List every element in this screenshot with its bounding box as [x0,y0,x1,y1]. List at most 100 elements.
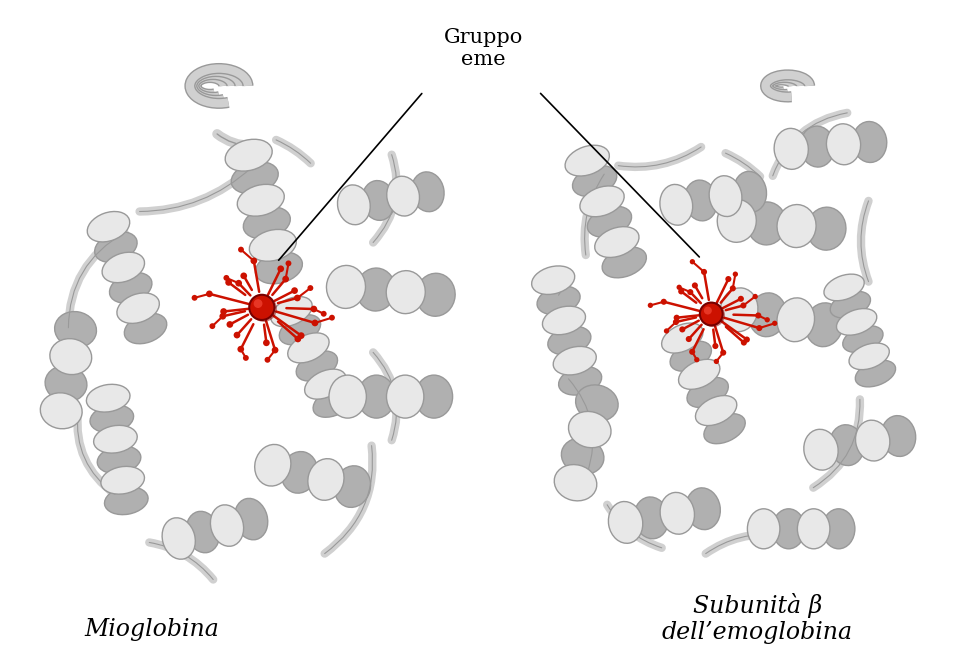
Ellipse shape [804,429,838,470]
Circle shape [712,343,718,349]
Circle shape [648,303,653,308]
Ellipse shape [559,367,602,395]
Ellipse shape [326,266,365,309]
Circle shape [282,276,289,282]
Ellipse shape [562,438,604,475]
Ellipse shape [98,446,141,474]
Circle shape [741,340,746,346]
Ellipse shape [387,375,424,418]
Ellipse shape [748,293,786,336]
Circle shape [660,299,667,305]
Circle shape [308,285,314,291]
Ellipse shape [587,206,631,237]
Circle shape [720,350,726,356]
Circle shape [234,332,240,338]
Ellipse shape [334,466,370,508]
Ellipse shape [416,273,455,316]
Ellipse shape [575,385,618,421]
Circle shape [329,315,335,321]
Ellipse shape [87,212,130,242]
Ellipse shape [823,509,855,549]
Circle shape [254,299,263,308]
Circle shape [687,289,694,295]
Circle shape [206,290,213,297]
Ellipse shape [255,444,291,486]
Circle shape [714,359,719,364]
Ellipse shape [237,184,284,216]
Ellipse shape [805,303,843,346]
Ellipse shape [271,297,313,327]
Circle shape [741,303,746,309]
Ellipse shape [55,311,97,348]
Circle shape [240,272,247,279]
Ellipse shape [824,274,865,301]
Circle shape [209,323,215,329]
Circle shape [227,321,234,328]
Circle shape [725,276,732,282]
Circle shape [703,307,712,315]
Text: Gruppo
eme: Gruppo eme [444,28,524,69]
Circle shape [701,269,707,275]
Circle shape [320,311,326,317]
Ellipse shape [531,266,574,294]
Ellipse shape [411,172,445,212]
Circle shape [678,288,684,294]
Circle shape [265,357,271,363]
Ellipse shape [296,351,337,381]
Ellipse shape [853,122,887,163]
Circle shape [224,275,230,281]
Ellipse shape [602,247,647,278]
Ellipse shape [661,323,703,353]
Ellipse shape [659,184,693,225]
Ellipse shape [210,505,243,546]
Circle shape [752,294,758,299]
Text: Subunità β
dell’emoglobina: Subunità β dell’emoglobina [661,593,853,644]
Ellipse shape [553,346,596,375]
Circle shape [237,346,244,352]
Ellipse shape [829,425,864,465]
Ellipse shape [554,465,597,501]
Ellipse shape [609,502,643,543]
Ellipse shape [109,272,152,303]
Circle shape [298,332,305,339]
Ellipse shape [386,270,425,313]
Ellipse shape [249,229,296,261]
Ellipse shape [187,512,220,553]
Ellipse shape [797,509,829,549]
Ellipse shape [800,126,834,167]
Ellipse shape [855,360,896,387]
Ellipse shape [773,509,805,549]
Ellipse shape [747,202,786,245]
Circle shape [673,315,680,321]
Circle shape [692,282,698,288]
Ellipse shape [569,411,611,447]
Circle shape [250,295,276,322]
Circle shape [701,303,725,327]
Ellipse shape [548,327,591,355]
Ellipse shape [565,145,610,176]
Ellipse shape [305,369,346,399]
Circle shape [272,347,278,354]
Circle shape [291,288,298,294]
Ellipse shape [679,360,720,389]
Ellipse shape [105,487,149,515]
Circle shape [220,308,227,315]
Circle shape [294,336,301,342]
Ellipse shape [856,420,890,461]
Circle shape [235,280,242,287]
Circle shape [191,295,197,301]
Circle shape [311,305,318,313]
Ellipse shape [687,377,728,407]
Circle shape [690,259,695,264]
Circle shape [673,319,679,325]
Ellipse shape [670,341,711,371]
Circle shape [733,272,738,277]
Circle shape [772,321,778,326]
Ellipse shape [101,467,145,494]
Circle shape [238,247,244,253]
Circle shape [312,319,319,327]
Circle shape [755,313,761,319]
Ellipse shape [337,185,370,225]
Ellipse shape [225,139,273,171]
Ellipse shape [162,518,195,559]
